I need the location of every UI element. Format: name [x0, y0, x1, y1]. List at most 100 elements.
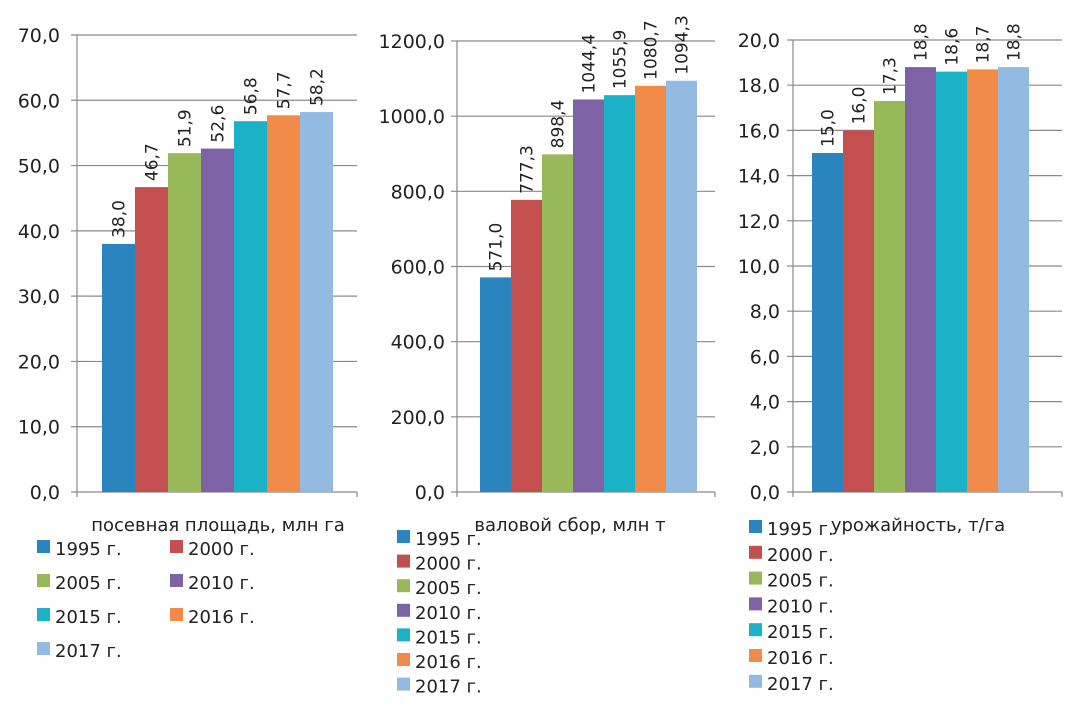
y-tick-label: 6,0 — [750, 346, 780, 368]
bar-2016 — [967, 69, 998, 492]
legend-label: 2015 г. — [415, 627, 482, 648]
legend-swatch — [397, 628, 410, 642]
legend-swatch — [397, 603, 410, 617]
legend-swatch — [37, 642, 50, 655]
bar-2015 — [604, 95, 635, 492]
bar-1995 — [480, 277, 511, 492]
legend-label: 2016 г. — [415, 652, 482, 673]
chart-panel-2: 0,0 200,0 400,0 600,0 800,0 1000,0 1200,0 571,0… — [379, 15, 716, 698]
legend-swatch — [749, 597, 762, 611]
legend-swatch — [749, 545, 762, 559]
y-tick-label: 12,0 — [738, 211, 780, 233]
legend-label: 2000 г. — [415, 554, 482, 575]
y-tick-label: 16,0 — [738, 120, 780, 142]
legend: 1995 г. 2000 г. 2005 г. 2010 г. 2015 г. 2016 … — [749, 519, 834, 695]
data-label: 38,0 — [110, 200, 130, 238]
y-tick-label: 14,0 — [738, 166, 780, 188]
legend: 1995 г. 2000 г. 2005 г. 2010 г. 2015 г. 2016 … — [37, 539, 255, 662]
bar-1995 — [812, 153, 843, 492]
chart-panel-1: 0,0 10,0 20,0 30,0 40,0 50,0 60,0 70,0 38,0 46,7 5… — [18, 25, 358, 662]
y-tick-label: 4,0 — [750, 392, 780, 414]
data-label: 18,8 — [912, 23, 932, 61]
legend-label: 2010 г. — [188, 573, 255, 594]
legend-swatch — [749, 520, 762, 533]
legend-swatch — [397, 579, 410, 593]
bar-2015 — [936, 71, 967, 492]
legend-swatch — [749, 571, 762, 585]
legend-swatch — [749, 623, 762, 637]
y-tick-label: 0,0 — [750, 482, 780, 504]
y-tick-label: 40,0 — [18, 221, 60, 243]
bar-2015 — [234, 121, 267, 493]
data-label: 1080,7 — [642, 20, 662, 79]
data-label: 56,8 — [242, 77, 262, 115]
y-tick-label: 10,0 — [738, 256, 780, 278]
data-label: 571,0 — [487, 223, 507, 272]
bar-2017 — [300, 112, 333, 492]
data-label: 18,8 — [1005, 23, 1025, 61]
bar-2010 — [201, 148, 234, 492]
y-tick-label: 20,0 — [18, 351, 60, 373]
data-label: 1094,3 — [673, 15, 693, 74]
y-tick-label: 800,0 — [391, 181, 445, 203]
legend-label: 2017 г. — [767, 674, 834, 695]
bar-2000 — [843, 130, 874, 492]
bar-2000 — [135, 187, 168, 492]
y-tick-label: 2,0 — [750, 437, 780, 459]
y-tick-label: 8,0 — [750, 301, 780, 323]
legend-label: 1995 г. — [767, 519, 834, 540]
bar-1995 — [102, 243, 135, 492]
legend-swatch — [397, 554, 410, 568]
y-tick-label: 1200,0 — [379, 31, 445, 53]
bar-2005 — [542, 154, 573, 493]
legend-label: 2010 г. — [415, 603, 482, 624]
legend-label: 2000 г. — [767, 545, 834, 566]
legend: 1995 г. 2000 г. 2005 г. 2010 г. 2015 г. 2016 … — [397, 529, 482, 698]
legend-label: 2000 г. — [188, 539, 255, 560]
legend-label: 2005 г. — [767, 571, 834, 592]
y-tick-label: 30,0 — [18, 286, 60, 308]
x-axis-title: валовой сбор, млн т — [474, 515, 665, 536]
bar-2010 — [905, 67, 936, 493]
bar-2005 — [168, 153, 201, 492]
bar-2016 — [635, 85, 666, 492]
legend-label: 2005 г. — [415, 578, 482, 599]
legend-swatch — [170, 574, 183, 587]
y-tick-label: 60,0 — [18, 90, 60, 112]
legend-label: 2010 г. — [767, 596, 834, 617]
bar-2005 — [874, 101, 905, 493]
legend-swatch — [397, 653, 410, 666]
data-label: 1055,9 — [611, 30, 631, 89]
legend-label: 2015 г. — [767, 622, 834, 643]
data-label: 46,7 — [143, 143, 163, 181]
data-label: 15,0 — [819, 109, 839, 147]
bar-2017 — [666, 80, 697, 492]
y-tick-label: 70,0 — [18, 25, 60, 47]
data-label: 1044,4 — [580, 34, 600, 93]
legend-label: 2016 г. — [767, 648, 834, 669]
x-axis-title: урожайность, т/га — [831, 515, 1005, 536]
legend-label: 2017 г. — [415, 677, 482, 698]
data-label: 18,6 — [943, 28, 963, 66]
bar-2010 — [573, 99, 604, 492]
bar-2000 — [511, 199, 542, 492]
data-label: 57,7 — [275, 71, 295, 109]
y-tick-label: 18,0 — [738, 75, 780, 97]
data-label: 58,2 — [308, 68, 328, 106]
legend-swatch — [170, 540, 183, 553]
legend-label: 1995 г. — [55, 539, 122, 560]
legend-label: 2015 г. — [55, 607, 122, 628]
y-tick-label: 10,0 — [18, 417, 60, 439]
legend-swatch — [397, 677, 410, 691]
data-label: 52,6 — [209, 105, 229, 143]
data-label: 898,4 — [549, 100, 569, 149]
y-tick-label: 600,0 — [391, 257, 445, 279]
y-tick-label: 0,0 — [30, 482, 60, 504]
x-axis-title: посевная площадь, млн га — [91, 515, 345, 536]
legend-swatch — [37, 574, 50, 587]
y-tick-label: 50,0 — [18, 156, 60, 178]
y-tick-label: 400,0 — [391, 332, 445, 354]
data-label: 18,7 — [974, 26, 994, 64]
legend-label: 1995 г. — [415, 529, 482, 550]
